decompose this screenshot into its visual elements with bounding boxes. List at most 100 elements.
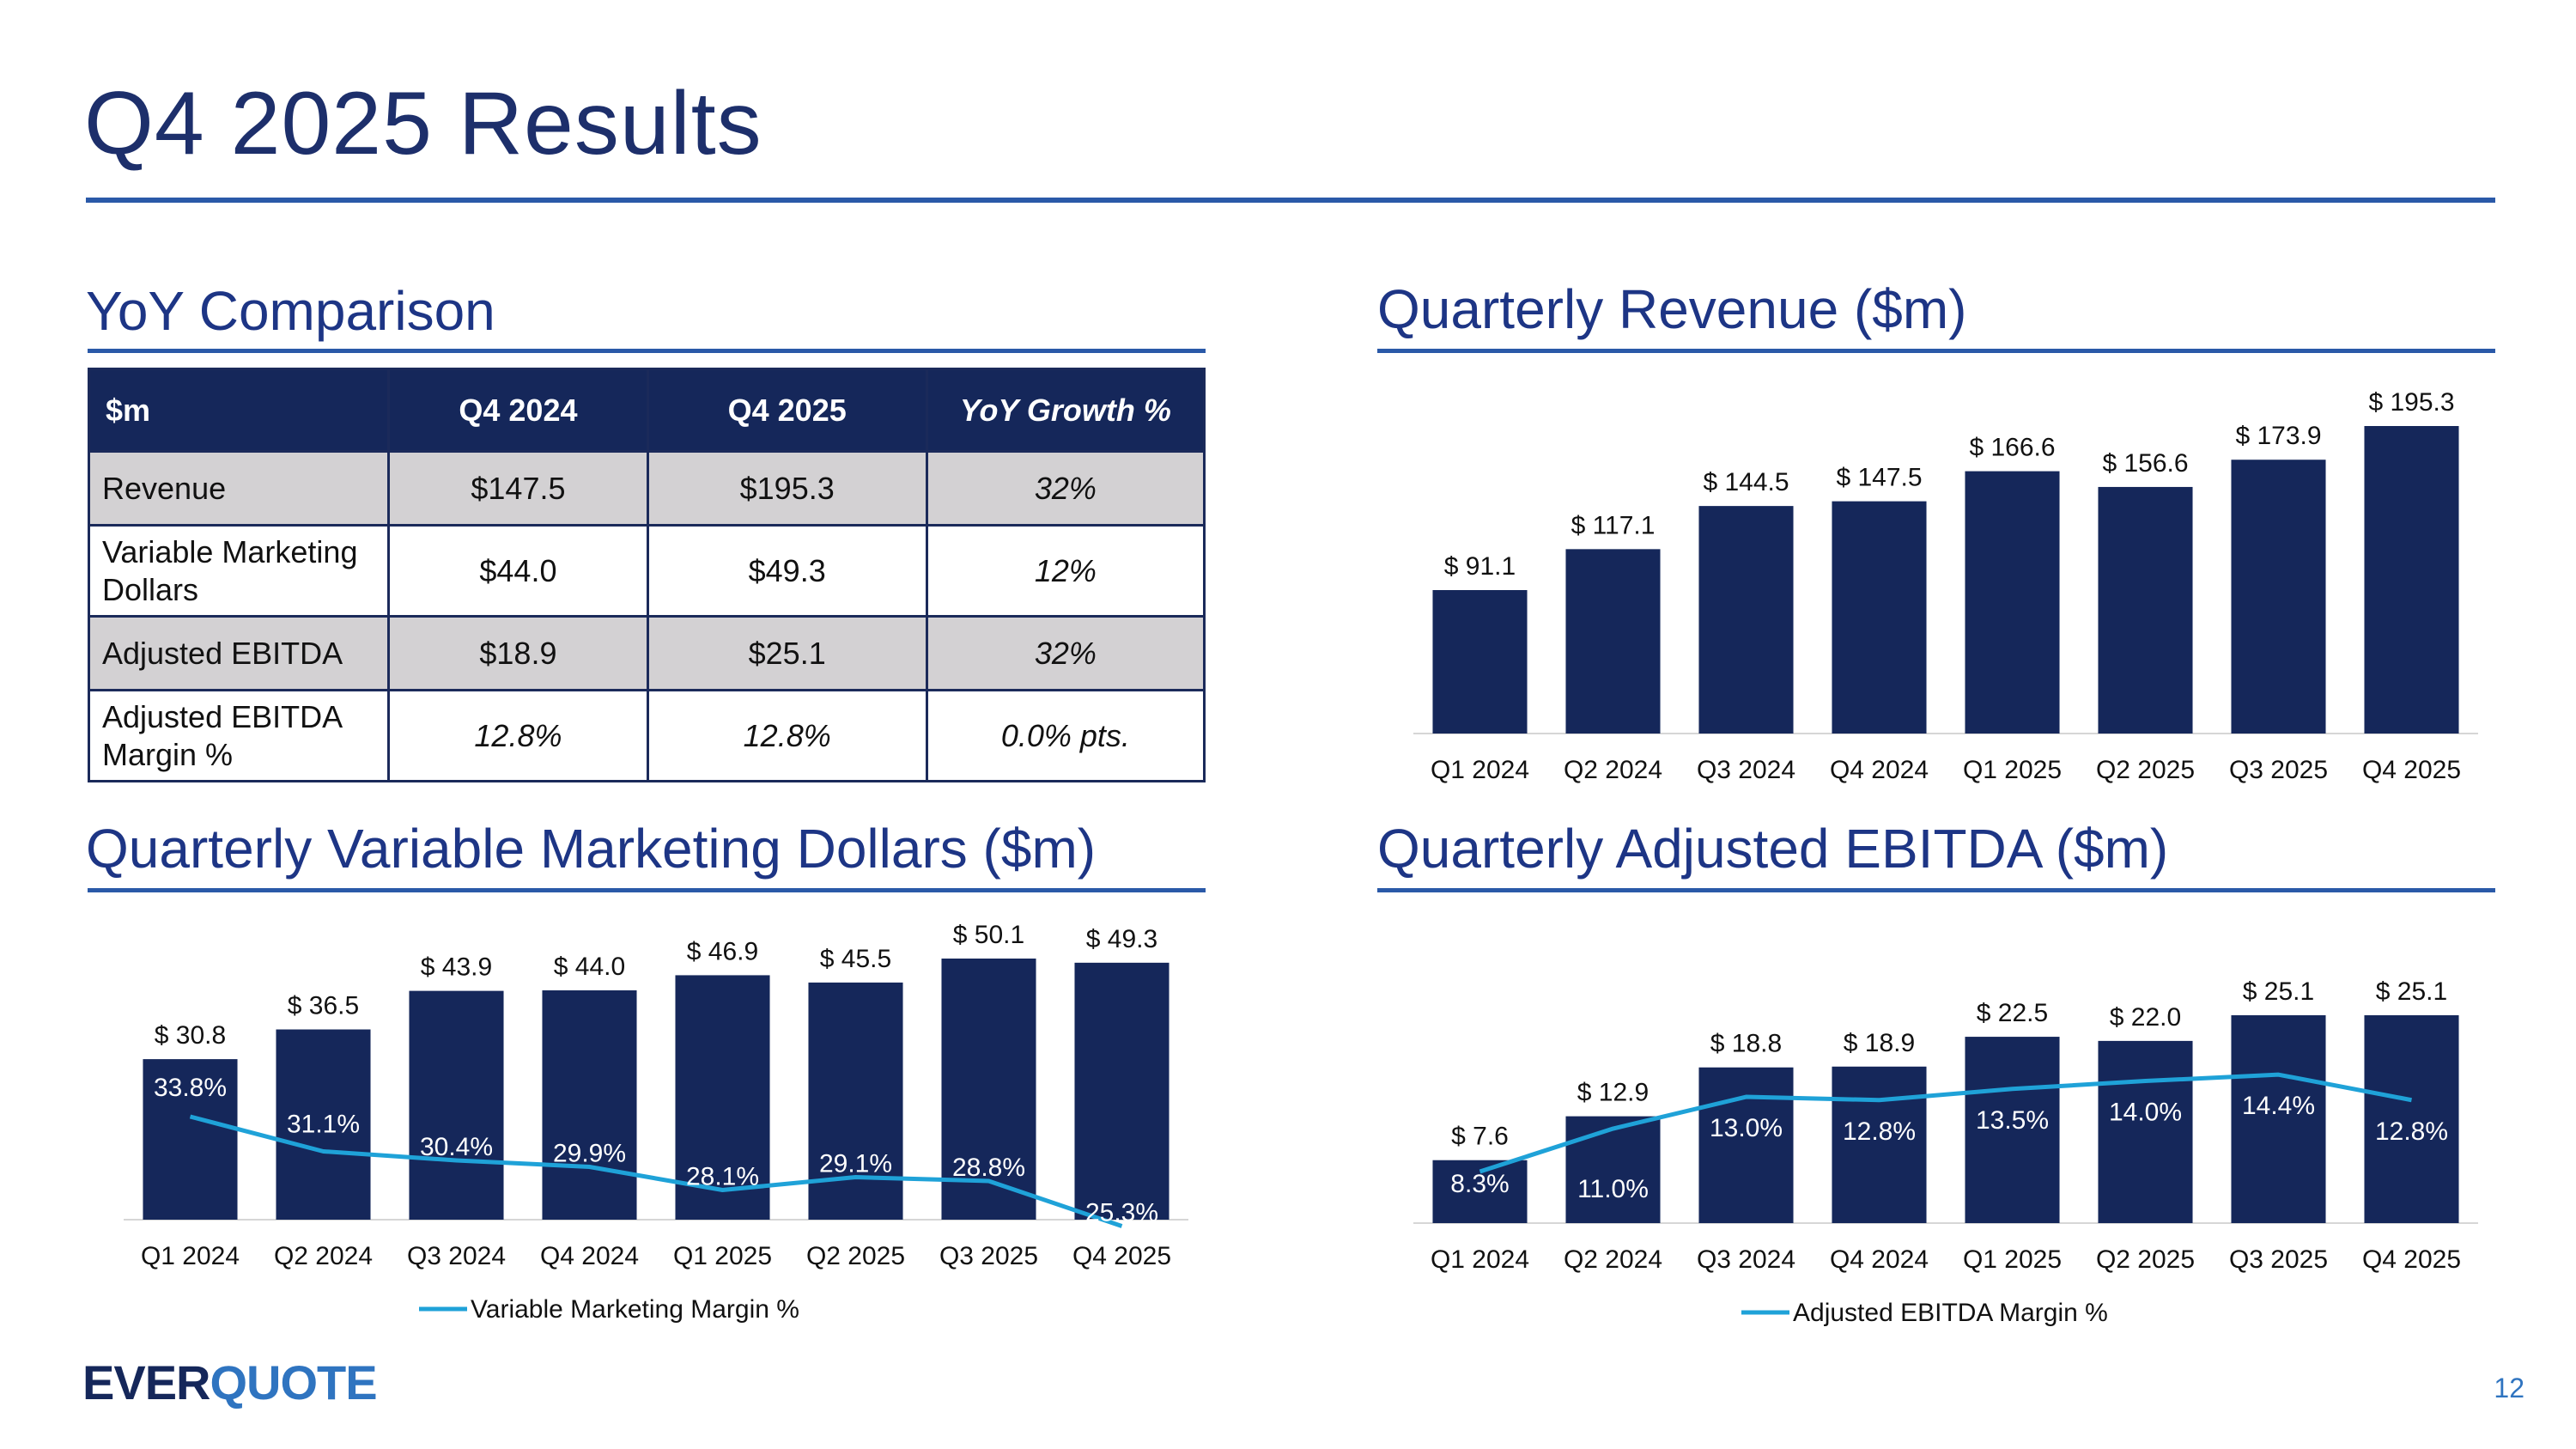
table-cell: $147.5 <box>387 450 649 527</box>
bar <box>2231 1015 2326 1223</box>
bar <box>1832 1066 1927 1223</box>
legend-label: Variable Marketing Margin % <box>471 1295 799 1324</box>
table-cell: 12.8% <box>387 689 649 782</box>
margin-data-label: 30.4% <box>420 1133 493 1161</box>
x-tick-label: Q1 2024 <box>1431 756 1529 784</box>
x-tick-label: Q3 2024 <box>407 1242 506 1270</box>
table-header-cell: Q4 2024 <box>387 368 649 453</box>
section-divider-vmd <box>88 888 1206 892</box>
table-cell: 12.8% <box>646 689 928 782</box>
bar <box>276 1029 371 1220</box>
bar-value-label: $ 30.8 <box>155 1021 226 1050</box>
bar-value-label: $ 12.9 <box>1577 1079 1649 1107</box>
bar <box>542 990 637 1220</box>
margin-data-label: 12.8% <box>2375 1117 2448 1146</box>
margin-data-label: 28.8% <box>952 1154 1025 1182</box>
x-tick-label: Q4 2024 <box>1830 1245 1929 1274</box>
x-tick-label: Q4 2025 <box>2362 756 2461 784</box>
table-header-cell: $m <box>87 368 391 453</box>
section-divider-revenue <box>1377 349 2495 353</box>
table-cell: 0.0% pts. <box>925 689 1206 782</box>
bar-value-label: $ 173.9 <box>2235 422 2321 450</box>
section-title-yoy: YoY Comparison <box>86 280 495 342</box>
bar-value-label: $ 36.5 <box>288 992 359 1020</box>
x-tick-label: Q4 2024 <box>1830 756 1929 784</box>
table-row: Adjusted EBITDA $18.9 $25.1 32% <box>87 615 1206 691</box>
bar-value-label: $ 43.9 <box>421 953 492 982</box>
bar <box>2098 1040 2193 1223</box>
bar-value-label: $ 91.1 <box>1444 552 1516 581</box>
x-tick-label: Q3 2024 <box>1697 1245 1795 1274</box>
bar <box>1698 1067 1794 1223</box>
bar <box>1432 590 1528 734</box>
margin-data-label: 13.5% <box>1976 1106 2049 1135</box>
row-label: Revenue <box>87 450 391 527</box>
bar-value-label: $ 25.1 <box>2376 977 2447 1006</box>
bar-value-label: $ 46.9 <box>687 937 758 965</box>
margin-data-label: 8.3% <box>1450 1170 1509 1198</box>
bar <box>2231 460 2326 734</box>
bar-value-label: $ 117.1 <box>1571 511 1656 539</box>
bar <box>143 1059 238 1220</box>
margin-data-label: 33.8% <box>154 1074 227 1102</box>
bar-value-label: $ 44.0 <box>554 953 625 981</box>
table-cell: 12% <box>925 524 1206 618</box>
bar <box>409 990 504 1220</box>
x-tick-label: Q1 2025 <box>1963 1245 2062 1274</box>
x-tick-label: Q2 2025 <box>2096 1245 2195 1274</box>
x-tick-label: Q1 2024 <box>1431 1245 1529 1274</box>
bar-value-label: $ 45.5 <box>820 945 891 973</box>
x-tick-label: Q3 2025 <box>2229 1245 2328 1274</box>
table-row: Revenue $147.5 $195.3 32% <box>87 450 1206 527</box>
bar <box>1698 506 1794 734</box>
revenue-bar-chart: $ 91.1 Q1 2024 $ 117.1 Q2 2024 $ 144.5 Q3 202… <box>1413 388 2478 784</box>
margin-data-label: 11.0% <box>1577 1175 1649 1203</box>
x-tick-label: Q4 2025 <box>1072 1242 1171 1270</box>
x-tick-label: Q2 2024 <box>1564 756 1662 784</box>
x-tick-label: Q1 2025 <box>1963 756 2062 784</box>
bar-value-label: $ 49.3 <box>1086 925 1157 953</box>
vmd-combo-chart: $ 30.8 Q1 2024 $ 36.5 Q2 2024 $ 43.9 Q3 2024 $… <box>124 921 1188 1324</box>
row-label: Adjusted EBITDA <box>87 615 391 691</box>
page-title: Q4 2025 Results <box>84 74 762 174</box>
row-label: Variable Marketing Dollars <box>87 524 391 618</box>
margin-data-label: 28.1% <box>686 1163 759 1191</box>
bar <box>675 975 770 1220</box>
margin-data-label: 14.4% <box>2242 1092 2315 1120</box>
yoy-comparison-table: $m Q4 2024 Q4 2025 YoY Growth % Revenue … <box>87 368 1206 782</box>
x-tick-label: Q2 2025 <box>2096 756 2195 784</box>
bar <box>2364 426 2459 734</box>
bar <box>1965 1037 2060 1223</box>
section-title-vmd: Quarterly Variable Marketing Dollars ($m… <box>86 818 1097 880</box>
bar <box>2364 1015 2459 1223</box>
margin-data-label: 31.1% <box>287 1111 360 1139</box>
bar <box>1074 962 1170 1220</box>
table-cell: $18.9 <box>387 615 649 691</box>
everquote-logo: EVERQUOTE <box>82 1355 378 1409</box>
table-header-cell: Q4 2025 <box>646 368 928 453</box>
table-cell: 32% <box>925 615 1206 691</box>
bar <box>1965 471 2060 734</box>
margin-data-label: 29.9% <box>553 1140 626 1168</box>
bar <box>1565 549 1661 734</box>
bar <box>1565 1116 1661 1223</box>
bar <box>1832 501 1927 734</box>
bar-value-label: $ 22.0 <box>2110 1003 2181 1032</box>
table-cell: $49.3 <box>646 524 928 618</box>
margin-data-label: 12.8% <box>1843 1117 1916 1146</box>
bar-value-label: $ 195.3 <box>2368 388 2454 417</box>
margin-data-label: 25.3% <box>1085 1199 1158 1227</box>
bar-value-label: $ 156.6 <box>2102 449 2188 478</box>
section-divider-ebitda <box>1377 888 2495 892</box>
margin-line-series <box>189 1114 1123 1228</box>
bar-value-label: $ 144.5 <box>1703 468 1789 496</box>
title-divider <box>86 198 2495 203</box>
page-number: 12 <box>2494 1373 2524 1403</box>
table-cell: $44.0 <box>387 524 649 618</box>
margin-data-label: 14.0% <box>2109 1099 2182 1127</box>
bar <box>808 982 903 1220</box>
x-tick-label: Q2 2024 <box>274 1242 373 1270</box>
x-tick-label: Q2 2025 <box>806 1242 905 1270</box>
bar-value-label: $ 18.8 <box>1710 1030 1782 1058</box>
bar-value-label: $ 18.9 <box>1844 1029 1915 1057</box>
